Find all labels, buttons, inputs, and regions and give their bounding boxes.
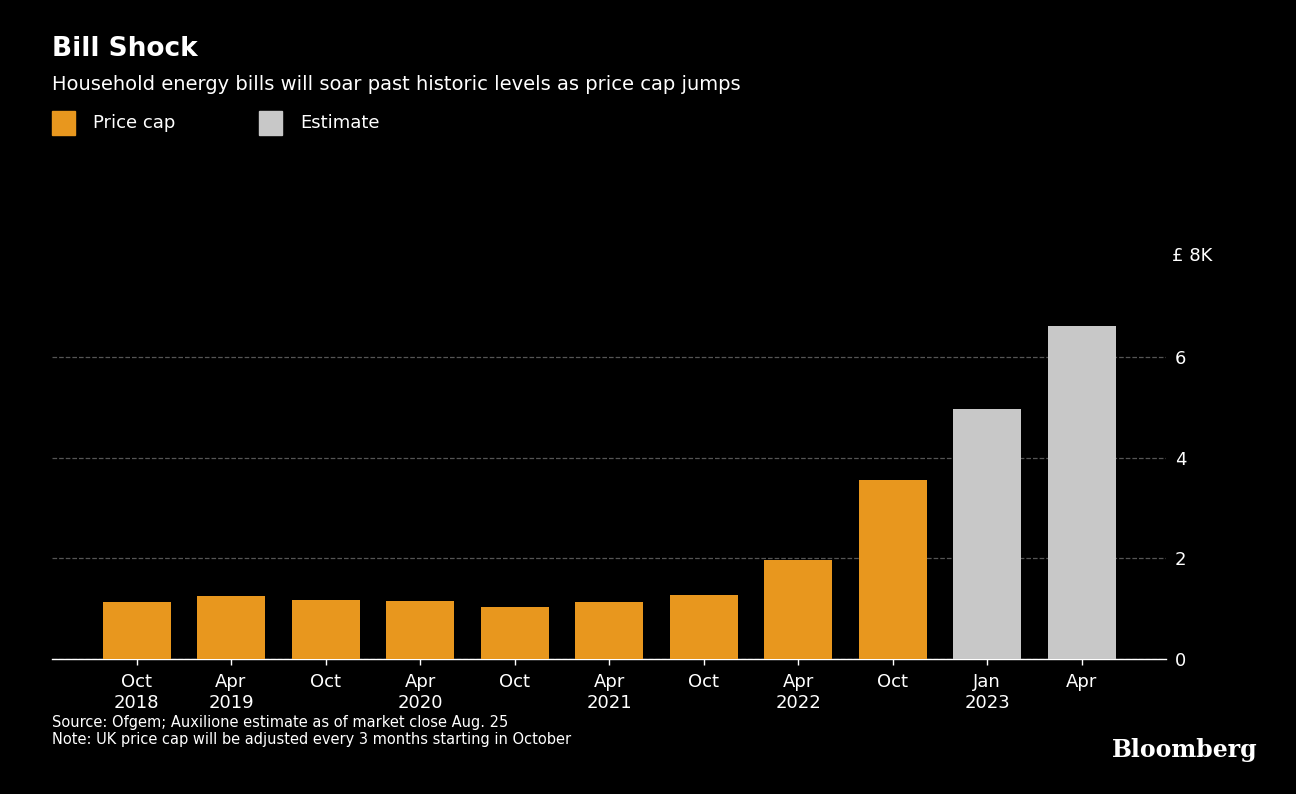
Bar	[386, 600, 454, 659]
Bar	[292, 599, 359, 659]
Text: Household energy bills will soar past historic levels as price cap jumps: Household energy bills will soar past hi…	[52, 75, 740, 94]
Bar	[953, 409, 1021, 659]
Text: Source: Ofgem; Auxilione estimate as of market close Aug. 25
Note: UK price cap : Source: Ofgem; Auxilione estimate as of …	[52, 715, 572, 747]
Text: Estimate: Estimate	[301, 114, 380, 132]
Text: Bloomberg: Bloomberg	[1112, 738, 1257, 762]
Bar	[1047, 326, 1116, 659]
Text: Price cap: Price cap	[93, 114, 176, 132]
Bar	[197, 596, 266, 659]
Bar	[102, 602, 171, 659]
Bar	[481, 607, 548, 659]
Text: £ 8K: £ 8K	[1172, 247, 1212, 265]
Text: Bill Shock: Bill Shock	[52, 36, 197, 62]
Bar	[765, 560, 832, 659]
Bar	[670, 595, 737, 659]
Bar	[575, 602, 643, 659]
Bar	[859, 480, 927, 659]
